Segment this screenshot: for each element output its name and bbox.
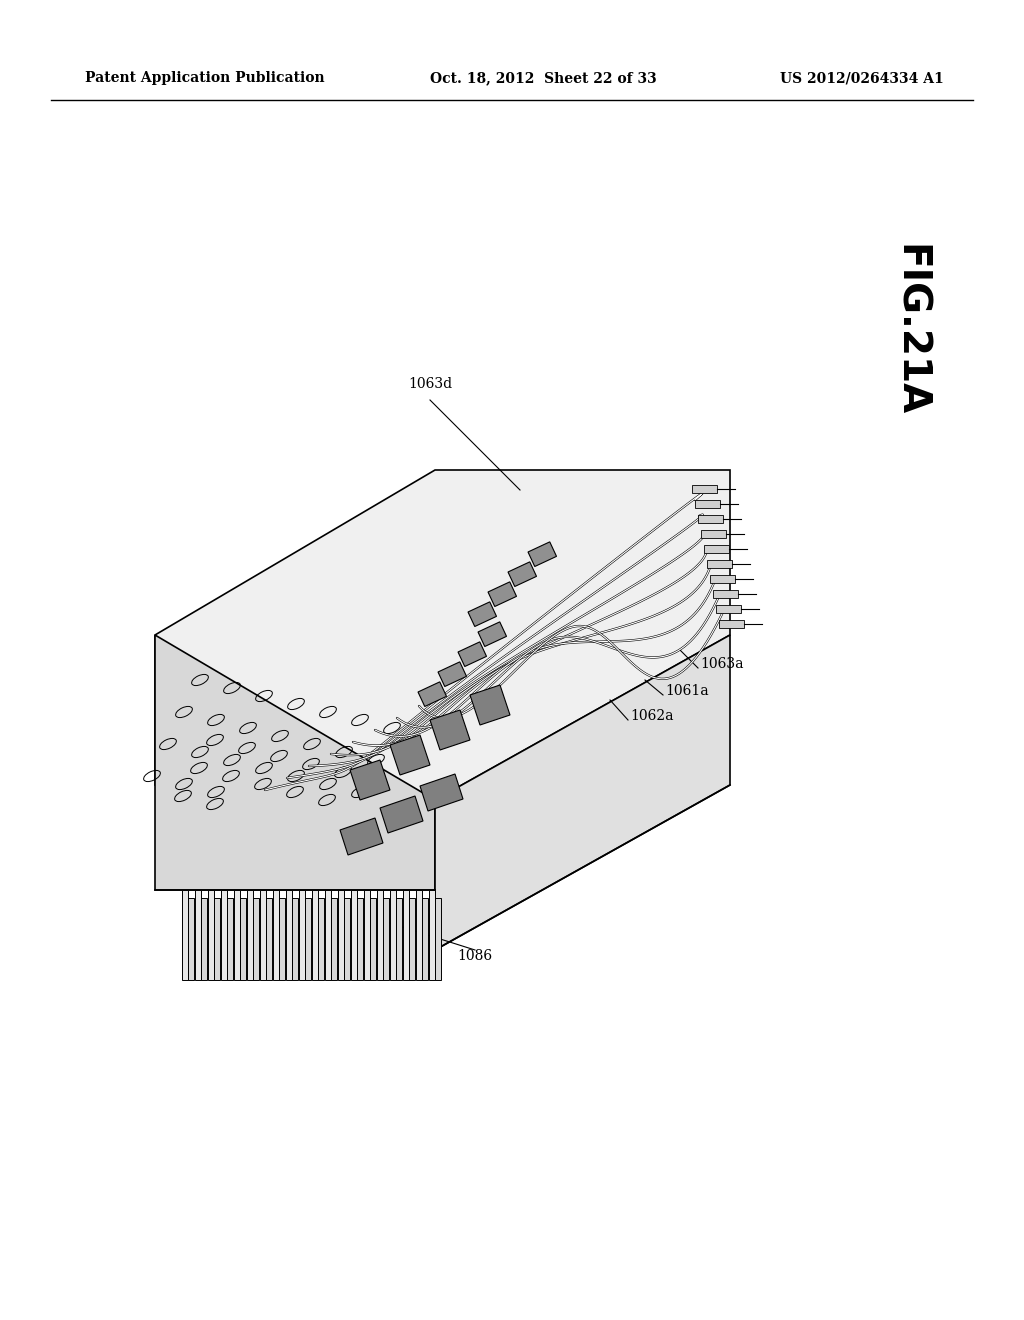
Bar [422,898,428,979]
Bar [305,898,311,979]
Bar [188,898,194,979]
Bar [331,898,337,979]
Bar [299,890,305,979]
Bar [312,890,318,979]
Bar [396,898,402,979]
Bar [182,890,188,979]
Bar [338,890,344,979]
Bar [705,545,729,553]
Polygon shape [155,635,435,890]
Bar [240,898,246,979]
Bar [383,898,389,979]
Text: 1061a: 1061a [665,684,709,698]
Bar [698,515,723,523]
Bar [458,642,486,667]
Bar [214,898,220,979]
Polygon shape [340,818,383,855]
Polygon shape [470,685,510,725]
Bar [260,890,266,979]
Text: FIG.21A: FIG.21A [891,244,929,416]
Bar [438,661,467,686]
Bar [508,562,537,586]
Bar [403,890,409,979]
Bar [253,898,259,979]
Bar [370,898,376,979]
Polygon shape [350,760,390,800]
Text: US 2012/0264334 A1: US 2012/0264334 A1 [780,71,944,84]
Bar [273,890,279,979]
Bar [318,898,324,979]
Bar [266,898,272,979]
Bar [292,898,298,979]
Polygon shape [435,635,730,950]
Bar [221,890,227,979]
Bar [710,576,735,583]
Bar [201,898,207,979]
Text: Patent Application Publication: Patent Application Publication [85,71,325,84]
Polygon shape [430,710,470,750]
Bar [390,890,396,979]
Bar [195,890,201,979]
Text: 1062a: 1062a [630,709,674,723]
Text: Oct. 18, 2012  Sheet 22 of 33: Oct. 18, 2012 Sheet 22 of 33 [430,71,656,84]
Bar [692,484,717,492]
Bar [478,622,507,647]
Bar [208,890,214,979]
Bar [488,582,516,606]
Polygon shape [380,796,423,833]
Polygon shape [420,774,463,810]
Text: 1063a: 1063a [700,657,743,671]
Bar [351,890,357,979]
Bar [429,890,435,979]
Bar [695,500,720,508]
Bar [234,890,240,979]
Bar [468,602,497,627]
Bar [416,890,422,979]
Bar [357,898,362,979]
Bar [325,890,331,979]
Bar [713,590,738,598]
Bar [716,605,741,612]
Bar [286,890,292,979]
Bar [344,898,350,979]
Bar [409,898,415,979]
Bar [701,531,726,539]
Bar [418,682,446,706]
Text: 1063d: 1063d [408,378,452,391]
Polygon shape [155,470,730,800]
Bar [707,560,732,568]
Bar [279,898,285,979]
Bar [435,898,441,979]
Bar [247,890,253,979]
Polygon shape [390,735,430,775]
Bar [227,898,233,979]
Bar [528,541,556,566]
Text: 1086: 1086 [458,949,493,964]
Bar [377,890,383,979]
Bar [364,890,370,979]
Bar [719,620,744,628]
